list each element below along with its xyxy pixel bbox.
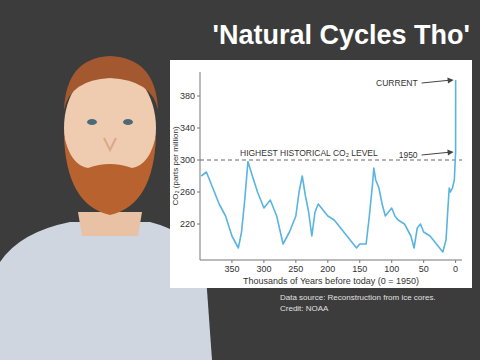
x-tick (359, 260, 360, 263)
hair (64, 56, 158, 110)
point-label: 1950 (399, 150, 418, 160)
x-tick (327, 260, 328, 263)
background (0, 0, 480, 360)
chart-panel (170, 60, 472, 288)
y-tick (197, 96, 200, 97)
neck (78, 212, 142, 236)
x-axis (200, 260, 462, 261)
title: 'Natural Cycles Tho' (213, 20, 470, 50)
pointer-arrow (422, 152, 452, 155)
eye (87, 119, 97, 125)
x-tick-label: 50 (419, 264, 429, 274)
x-tick (455, 260, 456, 263)
annotations: HIGHEST HISTORICAL CO₂ LEVEL CURRENT 1950 (240, 77, 454, 160)
y-tick (197, 128, 200, 129)
y-axis (200, 72, 201, 260)
plot-area (200, 80, 462, 252)
x-tick (423, 260, 424, 263)
y-tick-label: 380 (180, 91, 195, 101)
x-tick-label: 200 (320, 264, 335, 274)
arrow-head (447, 149, 454, 156)
x-tick-label: 250 (288, 264, 303, 274)
reference-line (200, 160, 462, 161)
source-note: Credit: NOAA (280, 304, 329, 313)
x-tick (231, 260, 232, 263)
eye (123, 119, 133, 125)
y-tick-label: 300 (180, 155, 195, 165)
x-tick (295, 260, 296, 263)
y-tick (197, 224, 200, 225)
pointer-arrow (422, 80, 452, 83)
co2-line (201, 80, 455, 252)
x-tick (391, 260, 392, 263)
reference-label: HIGHEST HISTORICAL CO₂ LEVEL (240, 148, 378, 158)
x-tick (263, 260, 264, 263)
x-tick-label: 100 (384, 264, 399, 274)
source-note: Data source: Reconstruction from ice cor… (280, 293, 436, 302)
x-tick-label: 300 (256, 264, 271, 274)
beard (64, 135, 156, 215)
y-tick-label: 340 (180, 123, 195, 133)
y-axis-label: CO₂ (parts per million) (171, 126, 180, 205)
arrow-head (447, 77, 454, 84)
thumbnail: 'Natural Cycles Tho' 220 260 300 340 380 350 30… (0, 0, 480, 360)
x-axis-label: Thousands of Years before today (0 = 195… (243, 276, 419, 286)
x-tick-label: 350 (224, 264, 239, 274)
y-tick-label: 260 (180, 187, 195, 197)
y-tick (197, 160, 200, 161)
x-tick-label: 0 (453, 264, 458, 274)
x-tick-label: 150 (352, 264, 367, 274)
y-tick (197, 192, 200, 193)
nose (104, 138, 116, 150)
y-tick-label: 220 (180, 219, 195, 229)
point-label: CURRENT (376, 78, 418, 88)
